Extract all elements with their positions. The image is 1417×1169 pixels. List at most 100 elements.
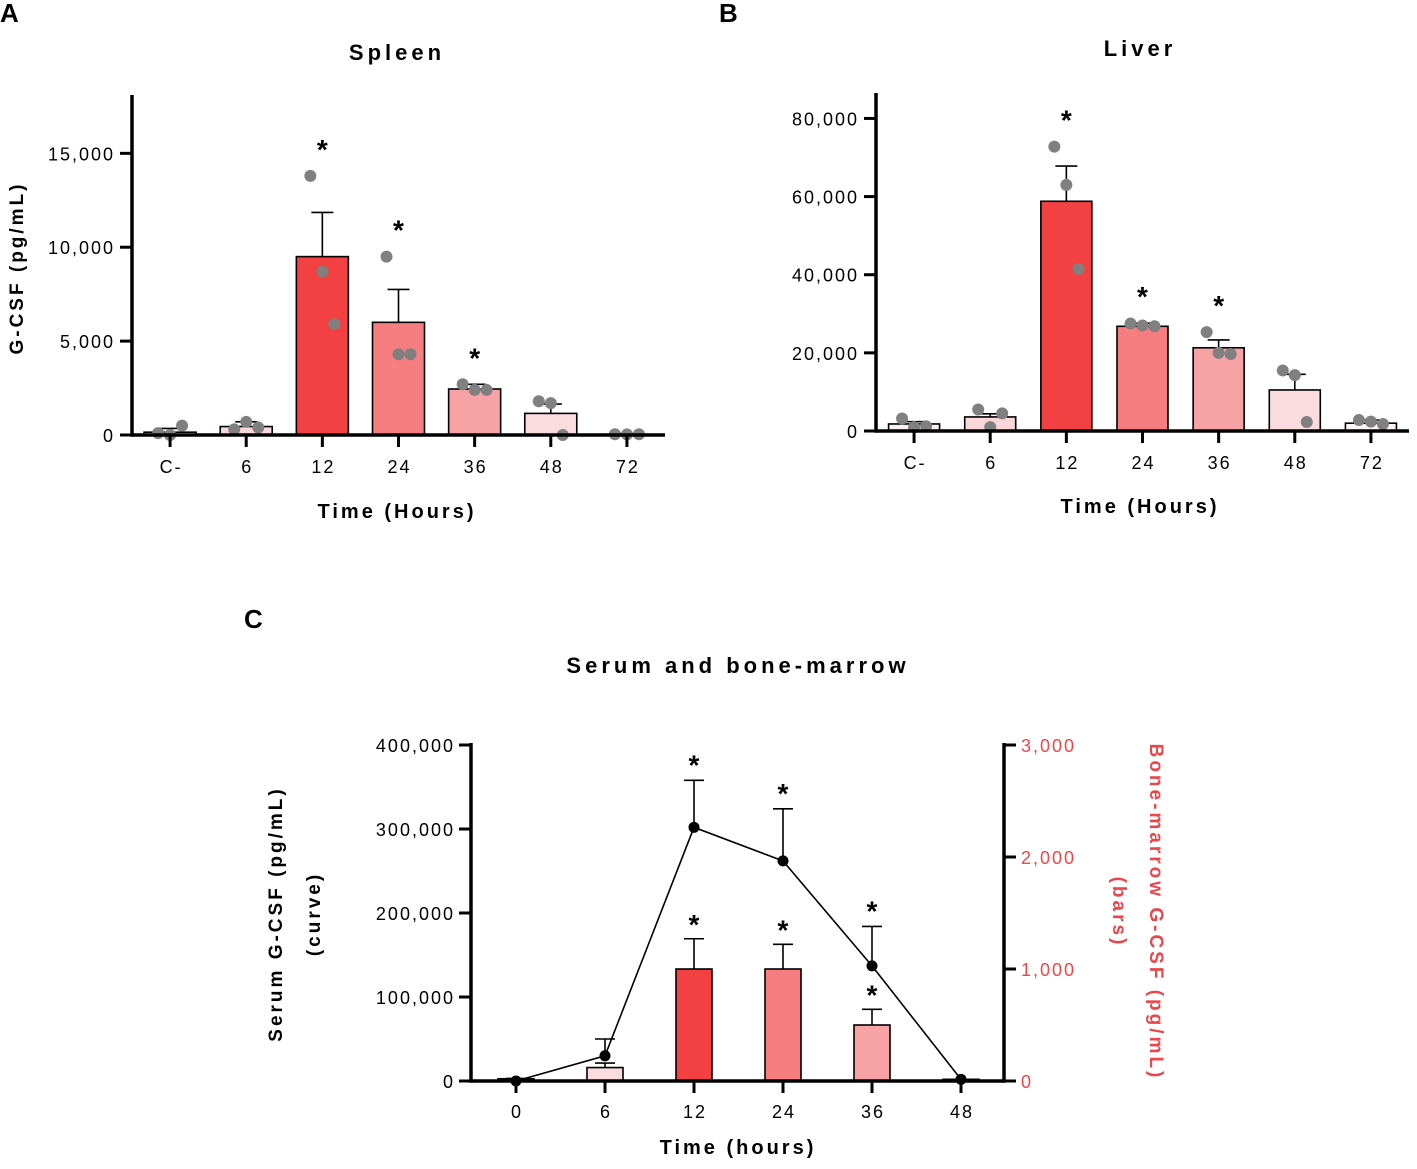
panel-c-left-y-axis-sublabel: (curve)	[304, 872, 325, 956]
curve-significance-star: *	[778, 778, 789, 809]
panel-b-x-axis-label: Time (Hours)	[1061, 496, 1220, 518]
data-point	[328, 318, 341, 331]
significance-star: *	[1137, 281, 1148, 312]
data-point	[1072, 262, 1085, 275]
data-point	[1364, 415, 1377, 428]
right-y-tick-label: 1,000	[1021, 960, 1076, 980]
data-point	[532, 395, 545, 408]
bar	[675, 968, 713, 1082]
x-tick-label: 24	[387, 457, 411, 477]
panel-c-left-y-axis-label: Serum G-CSF (pg/mL)	[266, 786, 287, 1041]
significance-star: *	[469, 342, 480, 373]
data-point	[228, 423, 241, 436]
right-y-tick-label: 3,000	[1021, 736, 1076, 756]
data-point	[996, 407, 1009, 420]
panel-c-serum-bone-marrow-chart: C Serum and bone-marrow Time (hours) Ser…	[244, 604, 1166, 1159]
left-y-tick-label: 100,000	[376, 988, 455, 1008]
data-point	[1352, 414, 1365, 427]
bar-significance-star: *	[778, 914, 789, 945]
x-tick-label: 72	[1360, 453, 1384, 473]
bar	[523, 412, 578, 436]
y-tick-label: 80,000	[792, 109, 859, 129]
bar	[586, 1066, 624, 1082]
curve-point	[777, 855, 789, 867]
bar	[371, 321, 426, 436]
data-point	[480, 383, 493, 396]
data-point	[456, 378, 469, 391]
panel-a-spleen-chart: A Spleen Time (Hours) G-CSF (pg/mL) * * * 0…	[0, 0, 665, 523]
panel-b-letter: B	[719, 0, 738, 28]
data-point	[304, 169, 317, 182]
panel-a-y-axis-label: G-CSF (pg/mL)	[7, 181, 28, 354]
data-point	[972, 403, 985, 416]
panel-a-title: Spleen	[349, 40, 445, 65]
left-y-tick-label: 400,000	[376, 736, 455, 756]
data-point	[152, 427, 165, 440]
panel-b-title: Liver	[1104, 36, 1177, 61]
data-point	[1136, 319, 1149, 332]
curve-point	[688, 821, 700, 833]
x-tick-label: 12	[1055, 453, 1079, 473]
y-tick-label: 5,000	[60, 332, 115, 352]
panel-c-title: Serum and bone-marrow	[566, 653, 909, 678]
x-tick-label: 24	[772, 1102, 796, 1122]
y-tick-label: 60,000	[792, 188, 859, 208]
bar	[295, 255, 350, 436]
significance-star: *	[317, 134, 328, 165]
x-tick-label: 0	[511, 1102, 523, 1122]
data-point	[176, 419, 189, 432]
data-point	[1376, 417, 1389, 430]
bar	[447, 388, 502, 436]
bar-significance-star: *	[689, 909, 700, 940]
panel-a-x-axis-label: Time (Hours)	[318, 501, 477, 523]
bar	[1040, 200, 1093, 432]
significance-star: *	[393, 215, 404, 246]
x-tick-label: 6	[600, 1102, 612, 1122]
data-point	[1148, 320, 1161, 333]
data-point	[404, 348, 417, 361]
x-tick-label: 36	[464, 457, 488, 477]
y-tick-label: 15,000	[48, 144, 115, 164]
bar	[764, 968, 802, 1082]
data-point	[1124, 317, 1137, 330]
data-point	[1060, 178, 1073, 191]
left-y-tick-label: 200,000	[376, 904, 455, 924]
panel-a-letter: A	[0, 0, 19, 28]
x-tick-label: 48	[950, 1102, 974, 1122]
data-point	[1224, 348, 1237, 361]
x-tick-label: 24	[1131, 453, 1155, 473]
x-tick-label: C-	[904, 453, 927, 473]
panel-c-letter: C	[244, 604, 263, 634]
x-tick-label: 72	[616, 457, 640, 477]
data-point	[380, 250, 393, 263]
data-point	[544, 397, 557, 410]
x-tick-label: 12	[683, 1102, 707, 1122]
significance-star: *	[1061, 105, 1072, 136]
curve-significance-star: *	[689, 749, 700, 780]
x-tick-label: 6	[241, 457, 253, 477]
right-y-tick-label: 0	[1021, 1072, 1033, 1092]
curve-point	[866, 960, 878, 972]
significance-star: *	[1213, 290, 1224, 321]
data-point	[316, 265, 329, 278]
left-y-tick-label: 300,000	[376, 820, 455, 840]
y-tick-label: 0	[103, 426, 115, 446]
data-point	[468, 383, 481, 396]
y-tick-label: 40,000	[792, 266, 859, 286]
data-point	[896, 412, 909, 425]
y-tick-label: 10,000	[48, 238, 115, 258]
panel-b-liver-chart: B Liver Time (Hours) * * * 0 20,000 40,000 60,…	[719, 0, 1409, 518]
data-point	[1276, 364, 1289, 377]
data-point	[392, 348, 405, 361]
data-point	[1200, 326, 1213, 339]
left-y-tick-label: 0	[443, 1072, 455, 1092]
x-tick-label: 6	[985, 453, 997, 473]
bar	[1116, 325, 1169, 432]
bar-significance-star: *	[867, 979, 878, 1010]
data-point	[1300, 416, 1313, 429]
data-point	[240, 415, 253, 428]
panel-c-right-y-axis-sublabel: (bars)	[1108, 877, 1129, 948]
serum-curve-line	[515, 826, 962, 1082]
y-tick-label: 0	[847, 422, 859, 442]
